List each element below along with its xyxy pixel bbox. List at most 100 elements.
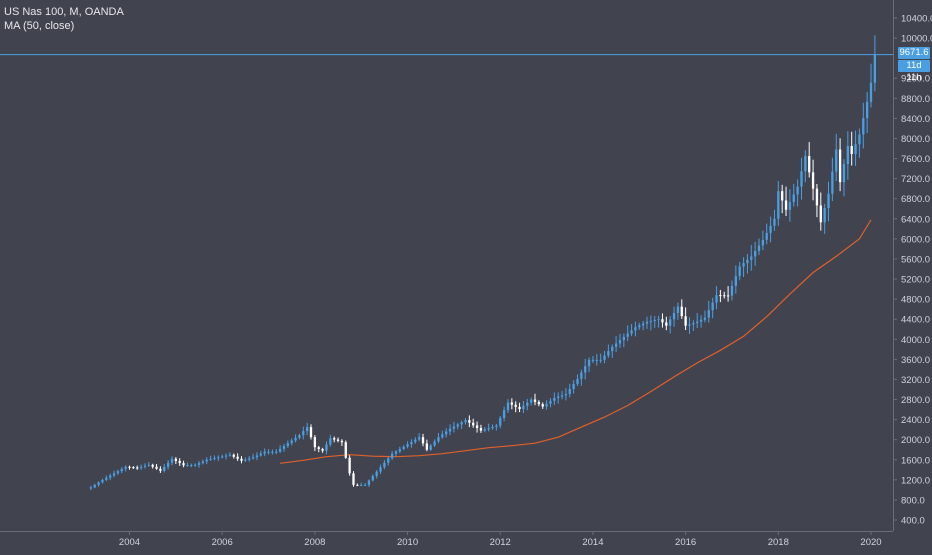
candle-body — [421, 437, 425, 444]
price-tick-label: 2400.0 — [901, 415, 930, 426]
candle-body — [186, 465, 189, 467]
candles-layer — [89, 35, 877, 491]
candle-body — [587, 359, 591, 367]
candle-body — [514, 404, 517, 407]
candle-body — [302, 431, 305, 436]
price-tick-label: 4000.0 — [901, 335, 930, 346]
candle-body — [846, 146, 849, 165]
price-tick-label: 4800.0 — [901, 295, 930, 306]
candle-body — [340, 440, 344, 443]
candle-body — [178, 460, 181, 464]
candle-body — [136, 467, 139, 469]
candle-body — [850, 146, 853, 155]
price-tick-label: 5200.0 — [901, 275, 930, 286]
time-tick-label: 2004 — [119, 537, 140, 548]
price-tick-label: 7200.0 — [901, 174, 930, 185]
price-tick-label: 10400.0 — [901, 14, 932, 25]
candle-body — [811, 172, 815, 189]
candle-body — [730, 285, 734, 296]
candle-body — [166, 462, 170, 467]
candle-body — [819, 205, 822, 223]
candle-body — [448, 428, 452, 432]
candle-body — [259, 453, 262, 456]
candle-body — [472, 422, 475, 426]
candle-body — [522, 405, 525, 410]
candle-body — [862, 118, 865, 135]
candle-body — [151, 464, 154, 467]
candle-body — [452, 426, 456, 429]
candle-body — [591, 359, 595, 361]
time-tick-label: 2008 — [304, 537, 325, 548]
candle-body — [321, 448, 324, 451]
candle-body — [193, 464, 197, 466]
candle-body — [487, 428, 490, 430]
price-axis[interactable]: 10400.0 10000.0 9200.0 8800.0 8400.0 8000.0 76… — [893, 14, 932, 527]
candle-body — [680, 306, 683, 317]
candle-body — [584, 366, 587, 373]
candle-body — [518, 406, 521, 410]
candle-body — [529, 399, 533, 403]
candle-body — [375, 471, 378, 477]
price-tick-label: 800.0 — [901, 495, 925, 506]
candle-body — [387, 458, 390, 463]
candle-body — [711, 302, 714, 311]
time-tick-label: 2006 — [212, 537, 233, 548]
candle-body — [653, 320, 656, 322]
candle-body — [445, 431, 448, 435]
candle-body — [614, 343, 618, 347]
candle-body — [576, 378, 579, 384]
candle-body — [502, 410, 506, 418]
candle-body — [213, 458, 216, 460]
candle-body — [101, 479, 104, 483]
candle-body — [703, 317, 707, 320]
price-tick-label: 8000.0 — [901, 134, 930, 145]
candle-body — [638, 325, 641, 328]
candle-body — [105, 477, 108, 480]
candle-body — [750, 256, 753, 260]
bar-countdown-badge: 11d 11h — [898, 60, 930, 83]
candle-body — [676, 306, 680, 314]
candle-body — [495, 425, 498, 427]
candle-body — [174, 458, 178, 461]
candle-body — [823, 208, 826, 223]
candle-body — [526, 402, 529, 406]
candle-body — [313, 437, 317, 448]
candle-body — [792, 194, 795, 203]
symbol-title[interactable]: US Nas 100, M, OANDA — [4, 6, 124, 18]
candle-body — [221, 456, 224, 458]
candle-body — [865, 101, 869, 119]
candle-body — [765, 232, 768, 240]
candle-body — [688, 324, 691, 326]
candle-body — [224, 455, 228, 457]
price-tick-label: 400.0 — [901, 516, 925, 527]
candle-body — [715, 295, 718, 303]
time-tick-label: 2012 — [490, 537, 511, 548]
candle-body — [661, 319, 664, 323]
price-tick-label: 3200.0 — [901, 375, 930, 386]
candle-body — [777, 191, 780, 219]
candle-body — [120, 468, 123, 472]
candle-body — [317, 447, 320, 449]
chart-legend[interactable]: US Nas 100, M, OANDA MA (50, close) — [4, 5, 124, 33]
price-tick-label: 6800.0 — [901, 194, 930, 205]
price-tick-label: 1600.0 — [901, 455, 930, 466]
candle-body — [209, 458, 212, 460]
candle-body — [557, 396, 560, 399]
candle-body — [468, 420, 471, 423]
candle-body — [491, 426, 494, 429]
candle-body — [406, 444, 409, 447]
candle-body — [425, 443, 429, 450]
time-axis[interactable]: 2004 2006 2008 2010 2012 2014 2016 2018 2020 — [119, 531, 882, 548]
price-tick-label: 9200.0 — [901, 74, 930, 85]
candle-body — [124, 466, 127, 469]
time-tick-label: 2010 — [397, 537, 418, 548]
candle-body — [190, 464, 193, 466]
candle-body — [97, 482, 100, 485]
candle-body — [580, 372, 583, 379]
ma-indicator-label[interactable]: MA (50, close) — [4, 20, 75, 32]
candle-body — [692, 323, 695, 325]
candle-body — [641, 323, 645, 326]
time-tick-label: 2014 — [582, 537, 603, 548]
